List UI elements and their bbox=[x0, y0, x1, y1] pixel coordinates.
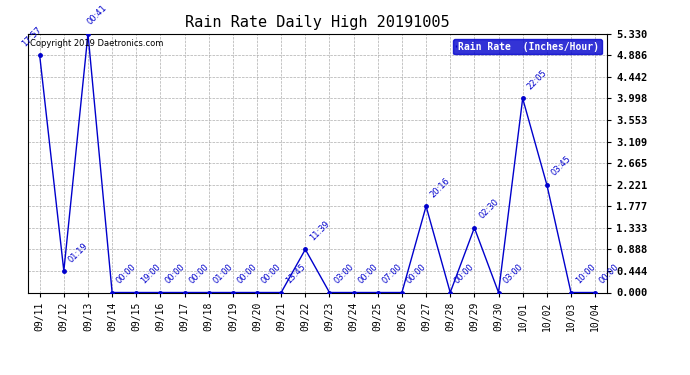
Text: 17:57: 17:57 bbox=[20, 25, 43, 48]
Text: 00:00: 00:00 bbox=[453, 262, 476, 285]
Text: 01:00: 01:00 bbox=[212, 262, 235, 285]
Text: 01:19: 01:19 bbox=[67, 241, 90, 264]
Text: 03:00: 03:00 bbox=[333, 262, 355, 285]
Text: 02:30: 02:30 bbox=[477, 198, 500, 221]
Text: 00:41: 00:41 bbox=[85, 4, 108, 27]
Legend: Rain Rate  (Inches/Hour): Rain Rate (Inches/Hour) bbox=[453, 39, 602, 54]
Text: 00:00: 00:00 bbox=[188, 262, 210, 285]
Text: 07:00: 07:00 bbox=[381, 262, 404, 285]
Text: 11:39: 11:39 bbox=[308, 219, 331, 243]
Text: 00:00: 00:00 bbox=[598, 262, 621, 285]
Text: 13:45: 13:45 bbox=[284, 262, 307, 285]
Text: 00:00: 00:00 bbox=[164, 262, 186, 285]
Text: 03:45: 03:45 bbox=[550, 154, 573, 178]
Text: 00:00: 00:00 bbox=[260, 262, 283, 285]
Text: 00:00: 00:00 bbox=[115, 262, 138, 285]
Text: 10:00: 10:00 bbox=[574, 262, 597, 285]
Text: 20:16: 20:16 bbox=[429, 176, 452, 199]
Text: 19:00: 19:00 bbox=[139, 262, 162, 285]
Text: 00:00: 00:00 bbox=[405, 262, 428, 285]
Text: 00:00: 00:00 bbox=[236, 262, 259, 285]
Text: 22:05: 22:05 bbox=[526, 68, 549, 92]
Text: 00:00: 00:00 bbox=[357, 262, 380, 285]
Text: 03:00: 03:00 bbox=[502, 262, 524, 285]
Text: Copyright 2019 Daetronics.com: Copyright 2019 Daetronics.com bbox=[30, 39, 164, 48]
Title: Rain Rate Daily High 20191005: Rain Rate Daily High 20191005 bbox=[185, 15, 450, 30]
